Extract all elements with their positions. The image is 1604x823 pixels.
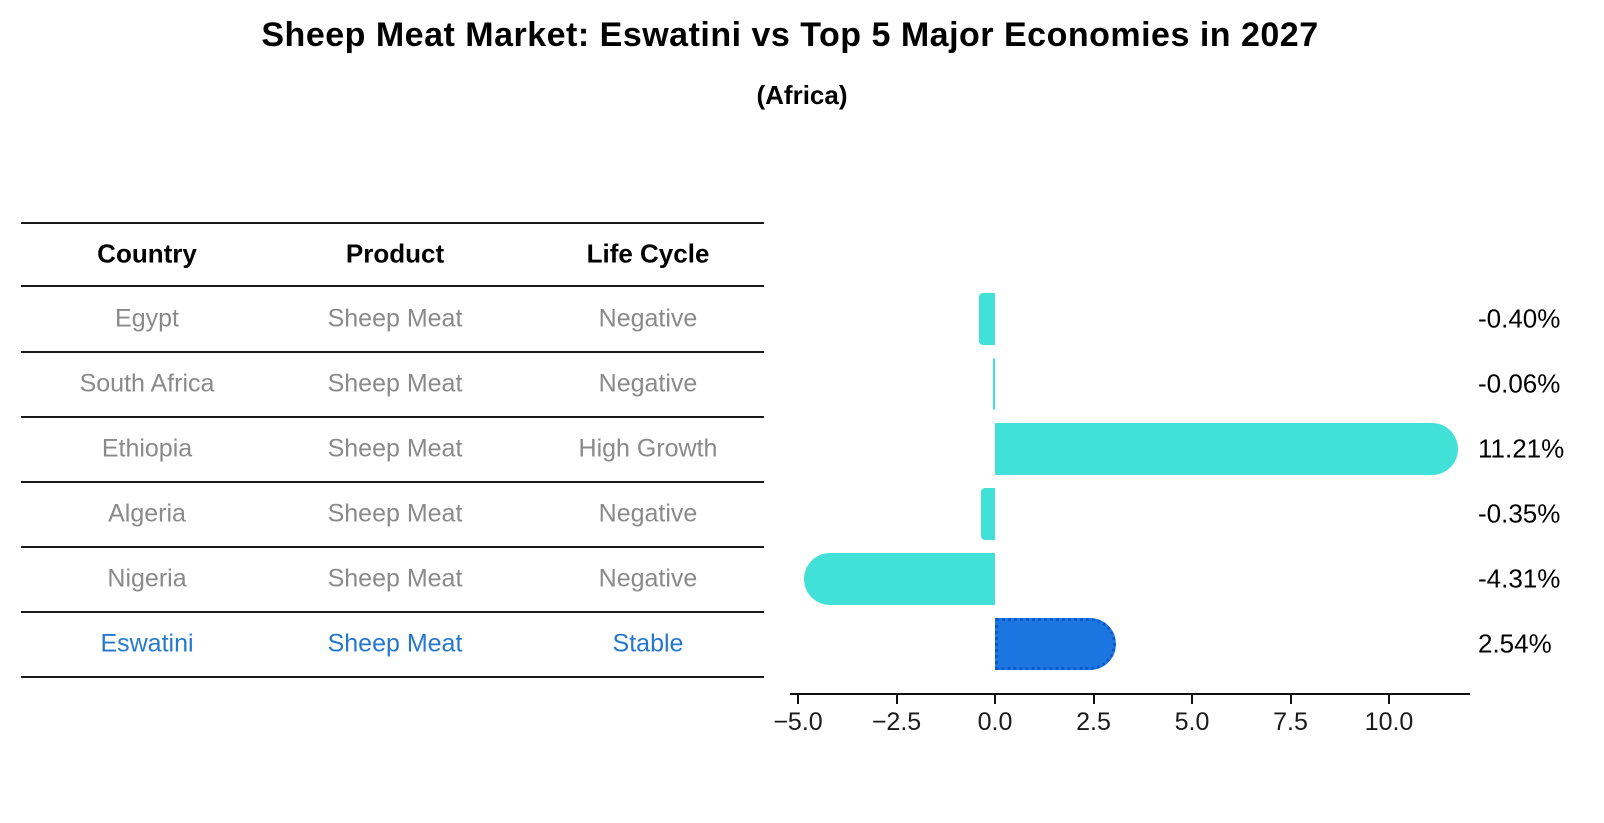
table-rule-line	[21, 222, 764, 224]
x-tick-label: −5.0	[773, 708, 823, 736]
bar-value-label: 2.54%	[1478, 628, 1552, 659]
bar-egypt	[979, 293, 995, 345]
table-cell-product: Sheep Meat	[327, 304, 463, 333]
x-tick	[1388, 695, 1390, 704]
table-cell-country: Nigeria	[107, 564, 187, 593]
x-tick-label: 2.5	[1076, 708, 1111, 736]
x-tick-label: 0.0	[977, 708, 1013, 736]
table-cell-product: Sheep Meat	[327, 499, 463, 528]
x-axis-line	[790, 693, 1470, 695]
x-tick	[1289, 695, 1292, 704]
table-cell-country: Egypt	[115, 304, 179, 333]
bar-nigeria	[804, 553, 995, 606]
table-cell-country: South Africa	[79, 369, 215, 398]
x-tick	[994, 695, 996, 704]
table-cell-life-cycle: Stable	[612, 629, 684, 658]
table-rule-line	[21, 415, 764, 418]
bar-value-label: -0.06%	[1478, 368, 1561, 399]
bar-value-label: 11.21%	[1478, 433, 1565, 464]
table-cell-country: Eswatini	[100, 629, 194, 658]
table-cell-product: Sheep Meat	[327, 564, 463, 593]
table-cell-life-cycle: Negative	[598, 304, 698, 333]
table-cell-life-cycle: High Growth	[578, 434, 718, 463]
bar-south-africa	[992, 358, 995, 411]
table-rule-line	[21, 675, 764, 678]
x-tick-label: 10.0	[1364, 708, 1414, 736]
x-tick	[797, 695, 799, 704]
table-cell-country: Algeria	[108, 499, 186, 528]
chart-subtitle: (Africa)	[756, 80, 848, 110]
x-tick	[895, 695, 898, 704]
bar-ethiopia	[995, 423, 1458, 476]
table-cell-life-cycle: Negative	[598, 369, 698, 398]
table-header-product: Product	[345, 238, 445, 269]
bar-algeria	[981, 488, 995, 541]
table-cell-country: Ethiopia	[101, 434, 193, 463]
table-rule-line	[21, 350, 764, 353]
bar-value-label: -0.40%	[1478, 303, 1561, 334]
table-cell-life-cycle: Negative	[598, 499, 698, 528]
table-cell-product: Sheep Meat	[327, 629, 463, 658]
bar-value-label: -0.35%	[1478, 498, 1561, 529]
table-rule-line	[21, 545, 764, 548]
table-rule-line	[21, 480, 764, 483]
table-rule-line	[21, 285, 764, 287]
x-tick-label: 5.0	[1174, 708, 1210, 736]
x-tick	[1191, 695, 1193, 704]
x-tick-label: −2.5	[871, 708, 922, 736]
x-tick-label: 7.5	[1273, 708, 1308, 736]
table-cell-life-cycle: Negative	[598, 564, 698, 593]
x-tick	[1092, 695, 1095, 704]
table-rule-line	[21, 610, 764, 613]
table-cell-product: Sheep Meat	[327, 369, 463, 398]
table-header-country: Country	[97, 238, 197, 269]
chart-title: Sheep Meat Market: Eswatini vs Top 5 Maj…	[261, 16, 1319, 54]
bar-eswatini	[995, 618, 1117, 671]
table-header-life-cycle: Life Cycle	[586, 238, 710, 269]
table-cell-product: Sheep Meat	[327, 434, 463, 463]
bar-value-label: -4.31%	[1478, 563, 1561, 594]
